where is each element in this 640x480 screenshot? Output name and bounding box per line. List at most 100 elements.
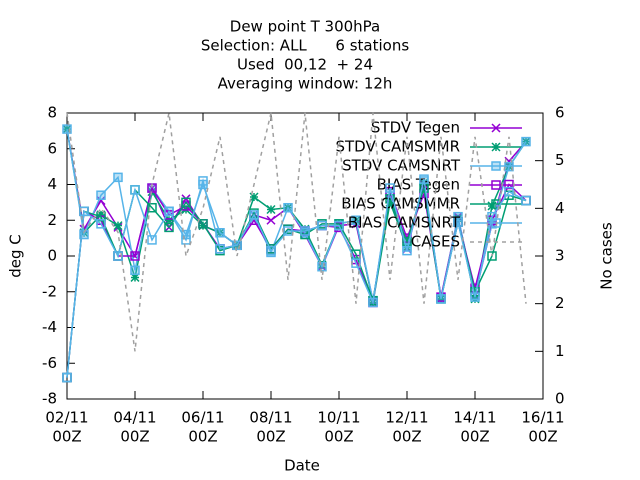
- point: [351, 215, 361, 225]
- x-tick-label: 00Z: [120, 428, 149, 446]
- chart-title: Dew point T 300hPa: [230, 18, 380, 36]
- legend-label: STDV CAMSNRT: [342, 157, 461, 175]
- point: [453, 217, 463, 227]
- x-tick-label: 00Z: [52, 428, 81, 446]
- y-tick-label: -8: [42, 390, 57, 408]
- x-tick-label: 12/11: [385, 409, 428, 427]
- legend-marker: [491, 142, 501, 152]
- point: [79, 206, 89, 217]
- point: [334, 220, 344, 231]
- series-line: [66, 112, 527, 352]
- x-tick-label: 00Z: [392, 428, 421, 446]
- point: [283, 226, 293, 236]
- point: [504, 186, 514, 197]
- x-tick-label: 00Z: [460, 428, 489, 446]
- point: [521, 195, 531, 206]
- point: [130, 265, 140, 276]
- point: [198, 176, 208, 186]
- point: [300, 226, 310, 236]
- point: [368, 297, 378, 308]
- x-tick-label: 08/11: [249, 409, 292, 427]
- x-tick-label: 00Z: [256, 428, 285, 446]
- x-tick-label: 02/11: [45, 409, 88, 427]
- x-tick-label: 10/11: [317, 409, 360, 427]
- chart-title: Selection: ALL 6 stations: [201, 37, 409, 55]
- series-line: [66, 178, 527, 378]
- point: [487, 251, 497, 261]
- point: [436, 294, 446, 304]
- point: [232, 240, 242, 251]
- point: [96, 210, 106, 220]
- point: [266, 215, 276, 225]
- x-tick-label: 06/11: [181, 409, 224, 427]
- point: [249, 192, 259, 202]
- point: [266, 204, 276, 215]
- chart-title: Used 00,12 + 24: [237, 56, 373, 74]
- y-tick-label: -4: [42, 318, 57, 336]
- y-axis-label: deg C: [7, 234, 25, 278]
- legend-label: STDV Tegen: [371, 119, 460, 137]
- legend-marker: [491, 161, 501, 171]
- point: [113, 172, 123, 183]
- point: [181, 235, 191, 245]
- point: [470, 292, 480, 302]
- y-tick-label: 0: [47, 247, 57, 265]
- y2-tick-label: 2: [555, 294, 565, 312]
- point: [249, 210, 259, 220]
- y-tick-label: 4: [47, 175, 57, 193]
- point: [96, 211, 106, 222]
- legend-label: BIAS Tegen: [377, 176, 460, 194]
- point: [198, 221, 208, 231]
- point: [402, 236, 412, 247]
- point: [419, 174, 429, 184]
- point: [521, 136, 531, 147]
- point: [453, 211, 463, 222]
- y-tick-label: -2: [42, 282, 57, 300]
- point: [181, 197, 191, 208]
- x-tick-label: 14/11: [453, 409, 496, 427]
- point: [385, 183, 395, 193]
- y2-tick-label: 5: [555, 151, 565, 169]
- y-tick-label: 8: [47, 104, 57, 122]
- y2-tick-label: 3: [555, 247, 565, 265]
- point: [215, 244, 225, 254]
- point: [130, 251, 140, 261]
- legend-label: BIAS CAMSNRT: [348, 214, 461, 232]
- legend-marker: [491, 180, 501, 190]
- legend-marker: [491, 123, 501, 133]
- point: [317, 220, 327, 231]
- point: [164, 215, 174, 225]
- y-tick-label: 2: [47, 211, 57, 229]
- point: [164, 222, 174, 233]
- point: [62, 372, 72, 383]
- point: [385, 194, 395, 204]
- point: [283, 202, 293, 213]
- y2-tick-label: 0: [555, 390, 565, 408]
- x-tick-label: 04/11: [113, 409, 156, 427]
- legend-label: STDV CAMSMMR: [335, 138, 460, 156]
- point: [130, 272, 140, 282]
- point: [317, 261, 327, 272]
- x-tick-label: 00Z: [324, 428, 353, 446]
- point: [266, 245, 276, 256]
- point: [402, 245, 412, 256]
- point: [147, 202, 157, 213]
- point: [113, 221, 123, 231]
- y2-tick-label: 4: [555, 199, 565, 217]
- x-tick-label: 00Z: [188, 428, 217, 446]
- point: [130, 185, 140, 195]
- x-axis-label: Date: [284, 457, 320, 475]
- x-tick-label: 16/11: [521, 409, 564, 427]
- point: [96, 190, 106, 200]
- y-tick-label: -6: [42, 354, 57, 372]
- point: [96, 219, 106, 229]
- point: [62, 124, 72, 134]
- legend-label: CASES: [411, 233, 460, 251]
- point: [198, 219, 208, 229]
- point: [79, 229, 89, 240]
- point: [147, 235, 157, 245]
- y2-axis-label: No cases: [598, 222, 616, 290]
- point: [164, 206, 174, 217]
- y2-tick-label: 6: [555, 104, 565, 122]
